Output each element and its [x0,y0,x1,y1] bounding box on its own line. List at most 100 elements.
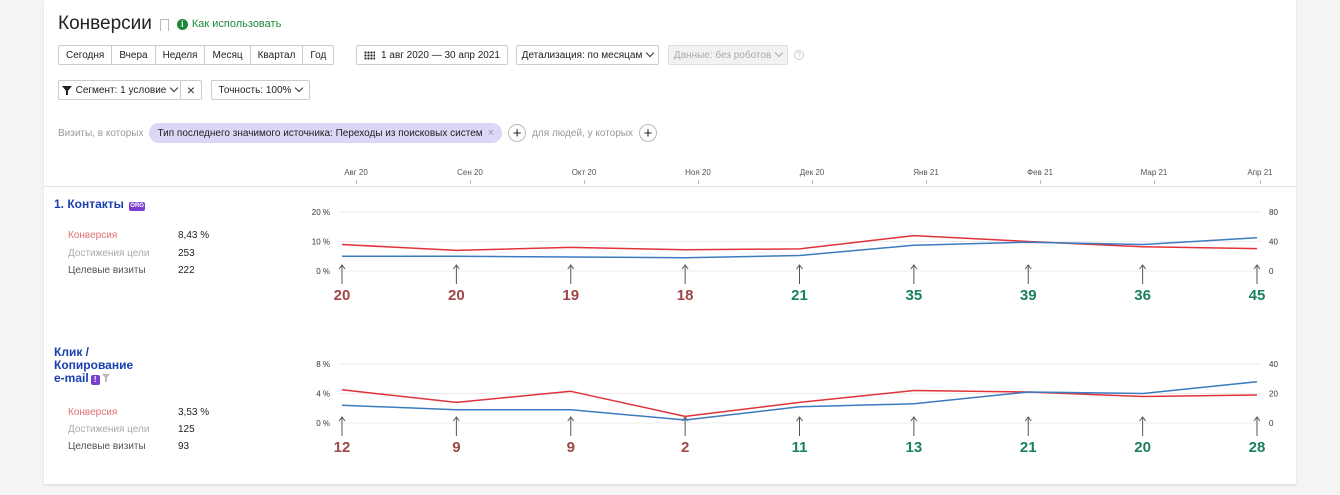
right-axis-tick-label: 20 [1269,390,1278,399]
close-icon[interactable]: × [487,127,495,139]
org-badge-icon: ORG [129,202,145,211]
axis-tick [926,180,927,184]
month-label: Окт 20 [571,168,597,177]
metric-value: 222 [178,265,195,276]
metric-visits: Целевые визиты 222 [68,265,195,276]
source-filter-chip[interactable]: Тип последнего значимого источника: Пере… [149,123,503,143]
arrow-head-icon [1253,416,1261,422]
accuracy-dropdown[interactable]: Точность: 100% [211,80,310,100]
count-label: 20 [334,287,351,304]
help-icon[interactable]: ? [794,50,804,60]
filter-icon [61,85,72,95]
axis-tick [1154,180,1155,184]
count-label: 12 [334,439,351,456]
bookmark-icon[interactable] [159,19,169,31]
period-year-button[interactable]: Год [302,45,335,65]
goal-chart-contacts: 0 % 10 % 20 % 0 40 80 20 20 19 18 21 35 39 36 45 [312,208,1279,304]
arrow-head-icon [338,416,346,422]
metric-conversion: Конверсия 3,53 % [68,407,209,418]
metric-visits: Целевые визиты 93 [68,441,189,452]
metric-label: Достижения цели [68,248,150,259]
metric-value: 8,43 % [178,230,210,241]
right-axis-tick-label: 0 [1269,419,1274,428]
count-label: 45 [1249,287,1266,304]
visits-prefix: Визиты, в которых [58,127,144,139]
axis-tick [470,180,471,184]
arrow-head-icon [338,264,346,270]
count-label: 36 [1134,287,1151,304]
axis-tick [698,180,699,184]
axis-divider [44,186,1296,187]
metric-value: 93 [178,441,190,452]
date-range-button[interactable]: 1 авг 2020 — 30 апр 2021 [356,45,508,65]
period-selector: Сегодня Вчера Неделя Месяц Квартал Год [58,45,335,65]
period-quarter-button[interactable]: Квартал [249,45,304,65]
count-label: 39 [1020,287,1037,304]
chevron-down-icon [775,48,784,58]
detail-dropdown[interactable]: Детализация: по месяцам [516,45,659,65]
arrow-head-icon [1024,264,1032,270]
axis-tick [584,180,585,184]
period-week-button[interactable]: Неделя [154,45,206,65]
segment-dropdown[interactable]: Сегмент: 1 условие [58,80,181,100]
arrow-head-icon [681,264,689,270]
count-label: 20 [448,287,465,304]
right-axis-tick-label: 0 [1269,267,1274,276]
chevron-down-icon [295,83,304,93]
count-label: 9 [452,439,460,456]
metric-label: Достижения цели [68,424,150,435]
goal-name-email-click[interactable]: Клик / Копирование e-mail! [54,346,133,385]
period-today-button[interactable]: Сегодня [58,45,113,65]
right-axis-tick-label: 40 [1269,360,1278,369]
arrow-head-icon [567,264,575,270]
chevron-down-icon [646,48,655,58]
count-label: 9 [567,439,575,456]
count-label: 2 [681,439,689,456]
conversions-panel: Конверсии i Как использовать Сегодня Вче… [44,0,1296,484]
goal-name-line: e-mail [54,371,89,385]
month-label: Авг 20 [344,168,368,177]
arrow-head-icon [452,264,460,270]
arrow-head-icon [796,416,803,422]
goal-name-line: Клик / [54,345,89,359]
axis-tick [812,180,813,184]
count-label: 19 [562,287,579,304]
add-visit-condition-button[interactable]: + [508,124,527,142]
month-label: Ноя 20 [685,168,711,177]
arrow-head-icon [910,264,918,270]
period-month-button[interactable]: Месяц [204,45,251,65]
metric-conversion: Конверсия 8,43 % [68,230,209,241]
count-label: 28 [1249,439,1266,456]
left-axis-tick-label: 20 % [312,208,330,217]
metric-label: Целевые визиты [68,265,146,276]
data-filter-dropdown[interactable]: Данные: без роботов [668,45,788,65]
warning-badge-icon: ! [90,375,100,385]
month-label: Сен 20 [457,168,483,177]
calendar-icon [364,50,376,60]
filter-icon[interactable] [101,374,110,382]
month-label: Мар 21 [1140,168,1168,177]
visits-series-line [342,237,1258,259]
goal-name-contacts[interactable]: 1. Контакты ORG [54,198,145,211]
arrow-head-icon [1253,264,1261,270]
month-label: Янв 21 [913,168,939,177]
conversion-series-line [341,234,1258,252]
how-to-use-link[interactable]: Как использовать [191,18,282,30]
count-label: 20 [1134,439,1151,456]
left-axis-tick-label: 4 % [316,390,330,399]
clear-segment-button[interactable]: × [180,80,202,100]
segment-label: Сегмент: 1 условие [75,84,167,96]
left-axis-tick-label: 10 % [312,238,330,247]
people-prefix: для людей, у которых [532,127,633,139]
month-label: Дек 20 [799,168,825,177]
axis-tick [1260,180,1261,184]
arrow-head-icon [796,264,803,270]
add-people-condition-button[interactable]: + [638,124,657,142]
metric-label: Конверсия [68,407,118,418]
period-yesterday-button[interactable]: Вчера [111,45,156,65]
axis-tick [1040,180,1041,184]
count-label: 21 [1020,439,1037,456]
arrow-head-icon [1139,416,1147,422]
date-range-label: 1 авг 2020 — 30 апр 2021 [381,49,500,61]
metric-value: 253 [178,248,195,259]
